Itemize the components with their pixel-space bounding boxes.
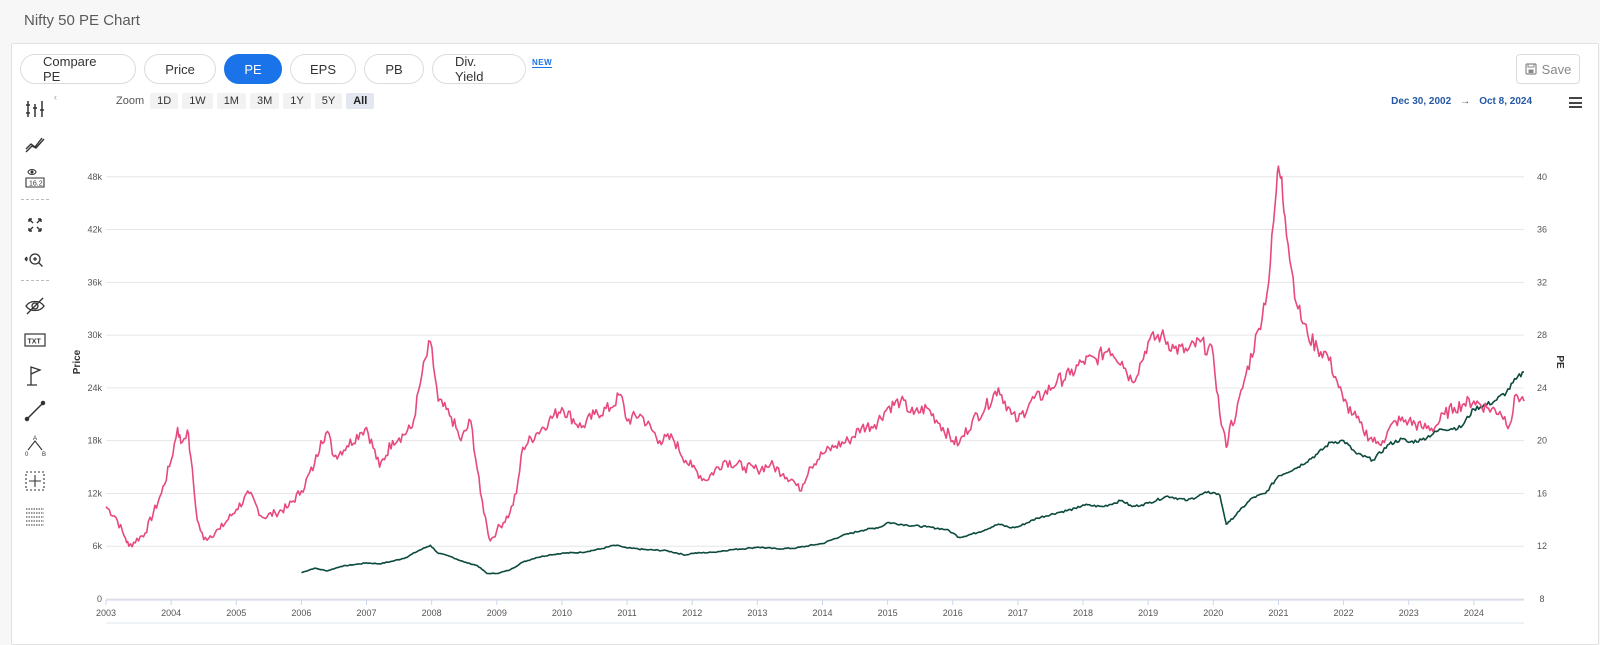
x-tick-label: 2008: [422, 608, 442, 618]
y-right-tick-label: 12: [1537, 541, 1547, 551]
label-value-icon[interactable]: 16.2: [20, 164, 50, 194]
y-left-tick-label: 30k: [87, 330, 102, 340]
x-tick-label: 2015: [878, 608, 898, 618]
y-right-tick-label: 32: [1537, 277, 1547, 287]
range-arrow: →: [1460, 96, 1471, 107]
save-icon: [1525, 63, 1537, 75]
page-title: Nifty 50 PE Chart: [24, 12, 140, 29]
y-right-tick-label: 28: [1537, 330, 1547, 340]
zoom-1y-button[interactable]: 1Y: [283, 93, 311, 109]
y-right-tick-label: 8: [1539, 594, 1544, 604]
x-tick-label: 2021: [1268, 608, 1288, 618]
svg-text:B: B: [42, 452, 46, 458]
chart-menu-icon[interactable]: [1569, 97, 1582, 111]
zoom-all-button[interactable]: All: [346, 93, 375, 109]
zoom-selector: Zoom 1D 1W 1M 3M 1Y 5Y All: [116, 93, 375, 109]
compare-line-icon[interactable]: [20, 129, 50, 159]
toolbar-divider: [21, 280, 49, 281]
fullscreen-icon[interactable]: [20, 210, 50, 240]
tab-pe[interactable]: PE: [224, 54, 282, 84]
x-tick-label: 2024: [1464, 608, 1484, 618]
svg-text:0: 0: [25, 452, 29, 458]
zoom-pan-icon[interactable]: [20, 245, 50, 275]
collapse-toolbar-icon[interactable]: ‹: [54, 92, 57, 102]
range-from[interactable]: Dec 30, 2002: [1391, 96, 1452, 107]
metric-tabs: Compare PE Price PE EPS PB Div. Yield NE…: [20, 54, 553, 84]
y-left-tick-label: 36k: [87, 277, 102, 287]
indicators-icon[interactable]: [20, 94, 50, 124]
x-tick-label: 2007: [357, 608, 377, 618]
x-tick-label: 2016: [943, 608, 963, 618]
line-tool-icon[interactable]: [20, 396, 50, 426]
range-to[interactable]: Oct 8, 2024: [1479, 96, 1532, 107]
x-tick-label: 2005: [226, 608, 246, 618]
svg-text:TXT: TXT: [28, 339, 42, 346]
zoom-5y-button[interactable]: 5Y: [314, 93, 343, 109]
x-tick-label: 2023: [1399, 608, 1419, 618]
x-tick-label: 2022: [1334, 608, 1354, 618]
flag-icon[interactable]: [20, 361, 50, 391]
drawing-toolbar: 16.2 TXT: [20, 94, 54, 536]
x-tick-label: 2009: [487, 608, 507, 618]
zoom-1d-button[interactable]: 1D: [150, 93, 179, 109]
y-left-tick-label: 12k: [87, 488, 102, 498]
chart-card: Compare PE Price PE EPS PB Div. Yield NE…: [11, 43, 1599, 645]
y-right-tick-label: 40: [1537, 172, 1547, 182]
tab-pb[interactable]: PB: [364, 54, 424, 84]
grid-table-icon[interactable]: [20, 501, 50, 531]
x-tick-label: 2006: [291, 608, 311, 618]
date-range[interactable]: Dec 30, 2002 → Oct 8, 2024: [1391, 96, 1532, 107]
x-tick-label: 2014: [812, 608, 832, 618]
tab-div-yield[interactable]: Div. Yield: [432, 54, 526, 84]
zoom-3m-button[interactable]: 3M: [249, 93, 280, 109]
hide-icon[interactable]: [20, 291, 50, 321]
tab-compare-pe[interactable]: Compare PE: [20, 54, 136, 84]
tab-eps[interactable]: EPS: [290, 54, 356, 84]
save-button[interactable]: Save: [1516, 54, 1580, 84]
y-left-tick-label: 6k: [92, 541, 102, 551]
chart-axes: 06k12k18k24k30k36k42k48k8121620242832364…: [87, 172, 1547, 624]
text-annotation-icon[interactable]: TXT: [20, 326, 50, 356]
y-right-tick-label: 20: [1537, 436, 1547, 446]
x-tick-label: 2010: [552, 608, 572, 618]
x-tick-label: 2013: [747, 608, 767, 618]
zoom-1m-button[interactable]: 1M: [216, 93, 246, 109]
x-tick-label: 2003: [96, 608, 116, 618]
x-tick-label: 2017: [1008, 608, 1028, 618]
svg-text:16.2: 16.2: [29, 181, 43, 188]
x-tick-label: 2011: [617, 608, 636, 618]
measure-ab-icon[interactable]: A B 0: [20, 431, 50, 461]
x-tick-label: 2019: [1138, 608, 1158, 618]
tab-price[interactable]: Price: [144, 54, 216, 84]
series-line-right: [105, 165, 1525, 548]
y-left-tick-label: 24k: [87, 383, 102, 393]
y-axis-right-label: PE: [1554, 355, 1565, 369]
y-right-tick-label: 24: [1537, 383, 1547, 393]
y-left-tick-label: 18k: [87, 436, 102, 446]
pe-price-chart: 06k12k18k24k30k36k42k48k8121620242832364…: [72, 165, 1565, 624]
toolbar-divider: [21, 199, 49, 200]
save-label: Save: [1541, 61, 1572, 77]
y-right-tick-label: 16: [1537, 488, 1547, 498]
y-left-tick-label: 42k: [87, 225, 102, 235]
svg-text:A: A: [33, 436, 37, 442]
zoom-1w-button[interactable]: 1W: [182, 93, 213, 109]
y-right-tick-label: 36: [1537, 225, 1547, 235]
crosshair-icon[interactable]: [20, 466, 50, 496]
y-left-tick-label: 0: [97, 594, 102, 604]
y-axis-left-label: Price: [72, 349, 83, 374]
x-tick-label: 2004: [161, 608, 181, 618]
zoom-label: Zoom: [116, 95, 145, 107]
x-tick-label: 2018: [1073, 608, 1093, 618]
new-badge: NEW: [532, 58, 553, 68]
series-line-left: [301, 371, 1525, 575]
chart-grid: [106, 176, 1524, 600]
y-left-tick-label: 48k: [87, 172, 102, 182]
x-tick-label: 2012: [682, 608, 702, 618]
chart-series: [105, 165, 1525, 575]
x-tick-label: 2020: [1203, 608, 1223, 618]
